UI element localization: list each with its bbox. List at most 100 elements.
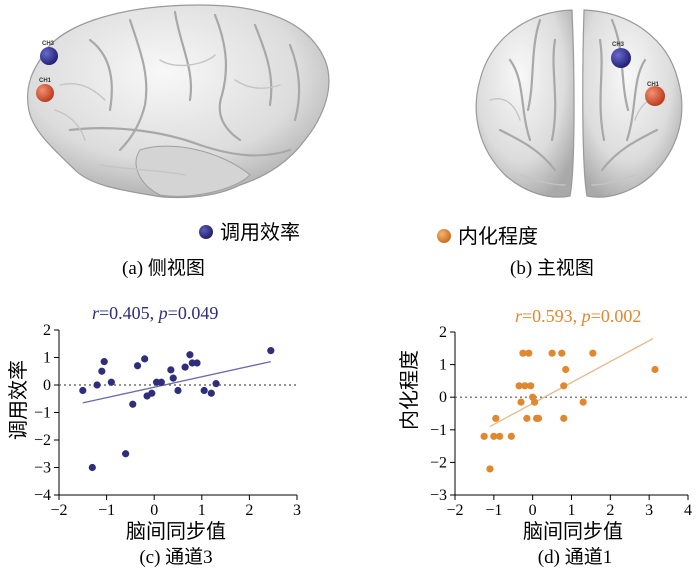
front-view-brain	[475, 9, 683, 198]
caption-front-view: (b) 主视图	[510, 257, 594, 279]
data-point	[122, 450, 130, 458]
y-tick-label: −1	[430, 422, 447, 439]
data-point	[521, 382, 529, 390]
y-tick-label: 2	[43, 322, 51, 339]
x-tick-label: 2	[245, 502, 253, 519]
x-tick-label: 4	[684, 502, 692, 519]
x-tick-label: 3	[645, 502, 653, 519]
ch1-front-label: CH1	[647, 82, 660, 88]
data-point	[560, 382, 568, 390]
data-point	[558, 349, 566, 357]
scatter-chart-channel1: r=0.593, p=0.002 内化程度 脑间同步值 (d) 通道1 −3−2…	[398, 306, 692, 568]
data-point	[523, 414, 531, 422]
data-point	[492, 414, 500, 422]
side-view-brain	[27, 4, 330, 199]
data-point	[531, 398, 539, 406]
data-point	[525, 349, 533, 357]
data-point	[534, 414, 543, 422]
brain-figures: CH3 CH1 CH3 CH1 调用效率 内化程度 (a) 侧视图 (b) 主视…	[27, 4, 683, 279]
y-tick-label: −2	[34, 432, 51, 449]
chart-d-ylabel: 内化程度	[398, 350, 421, 430]
y-tick-label: 1	[43, 350, 51, 367]
data-point	[200, 386, 208, 395]
data-point	[141, 355, 149, 363]
data-point	[207, 389, 215, 397]
chart-c-caption: (c) 通道3	[139, 546, 212, 568]
data-point	[133, 362, 142, 370]
data-point	[490, 432, 498, 440]
data-point	[519, 349, 527, 357]
trend-line	[489, 337, 654, 428]
data-point	[589, 349, 597, 357]
x-tick-label: 1	[568, 502, 576, 519]
x-tick-label: 3	[293, 502, 301, 519]
data-point	[148, 389, 156, 397]
y-tick-label: −3	[430, 487, 447, 504]
legend-internalization-marker	[437, 229, 451, 243]
chart-d-stat: r=0.593, p=0.002	[515, 306, 641, 326]
x-tick-label: −2	[446, 502, 463, 519]
chart-c-xlabel: 脑间同步值	[126, 520, 226, 543]
x-tick-label: −2	[50, 502, 67, 519]
legend-efficiency-label: 调用效率	[220, 221, 300, 244]
data-point	[181, 363, 189, 371]
y-tick-label: 0	[43, 377, 51, 394]
chart-d-caption: (d) 通道1	[538, 546, 612, 568]
chart-c-stat: r=0.405, p=0.049	[92, 303, 218, 323]
data-point	[129, 400, 137, 408]
data-point	[267, 347, 275, 355]
data-point	[562, 365, 570, 374]
data-point	[88, 463, 96, 472]
trend-line	[82, 360, 271, 404]
ch1-front-marker	[645, 86, 665, 106]
y-tick-label: 2	[439, 324, 447, 341]
x-tick-label: 2	[606, 502, 614, 519]
y-tick-label: −2	[430, 454, 447, 471]
y-tick-label: −4	[34, 487, 51, 504]
legend-internalization-label: 内化程度	[458, 225, 538, 248]
ch3-front-marker	[611, 48, 631, 68]
data-point	[651, 365, 659, 374]
x-tick-label: 1	[198, 502, 206, 519]
caption-side-view: (a) 侧视图	[122, 257, 205, 279]
ch1-side-label: CH1	[39, 78, 52, 84]
data-point	[186, 351, 194, 359]
x-tick-label: 0	[529, 502, 537, 519]
scatter-chart-channel3: r=0.405, p=0.049 调用效率 脑间同步值 (c) 通道3 −4 −3…	[7, 303, 301, 568]
y-tick-label: 0	[439, 389, 447, 406]
data-point	[98, 367, 106, 375]
data-point	[79, 386, 87, 395]
data-point	[193, 359, 201, 367]
data-point	[107, 378, 115, 386]
legend-efficiency-marker	[199, 225, 213, 239]
data-point	[93, 381, 101, 389]
ch1-side-marker	[36, 84, 54, 102]
data-point	[515, 382, 523, 390]
chart-c-ylabel: 调用效率	[7, 360, 30, 440]
data-point	[100, 358, 108, 366]
x-tick-label: 0	[150, 502, 158, 519]
ch3-side-label: CH3	[42, 41, 55, 47]
ch3-side-marker	[40, 47, 58, 65]
data-point	[548, 349, 556, 357]
y-tick-label: −1	[34, 405, 51, 422]
data-point	[527, 382, 535, 390]
data-point	[174, 386, 182, 395]
data-point	[169, 374, 177, 382]
data-point	[507, 432, 515, 440]
data-point	[517, 398, 525, 406]
data-point	[480, 432, 488, 440]
x-tick-label: −1	[98, 502, 115, 519]
y-tick-label: 1	[439, 357, 447, 374]
data-point	[496, 432, 504, 440]
data-point	[579, 398, 587, 406]
ch3-front-label: CH3	[612, 42, 625, 48]
data-point	[486, 465, 494, 473]
y-tick-label: −3	[34, 460, 51, 477]
data-point	[212, 380, 220, 388]
data-point	[167, 366, 175, 374]
data-point	[157, 378, 165, 386]
x-tick-label: −1	[485, 502, 502, 519]
data-point	[560, 414, 568, 422]
chart-d-xlabel: 脑间同步值	[523, 520, 623, 543]
